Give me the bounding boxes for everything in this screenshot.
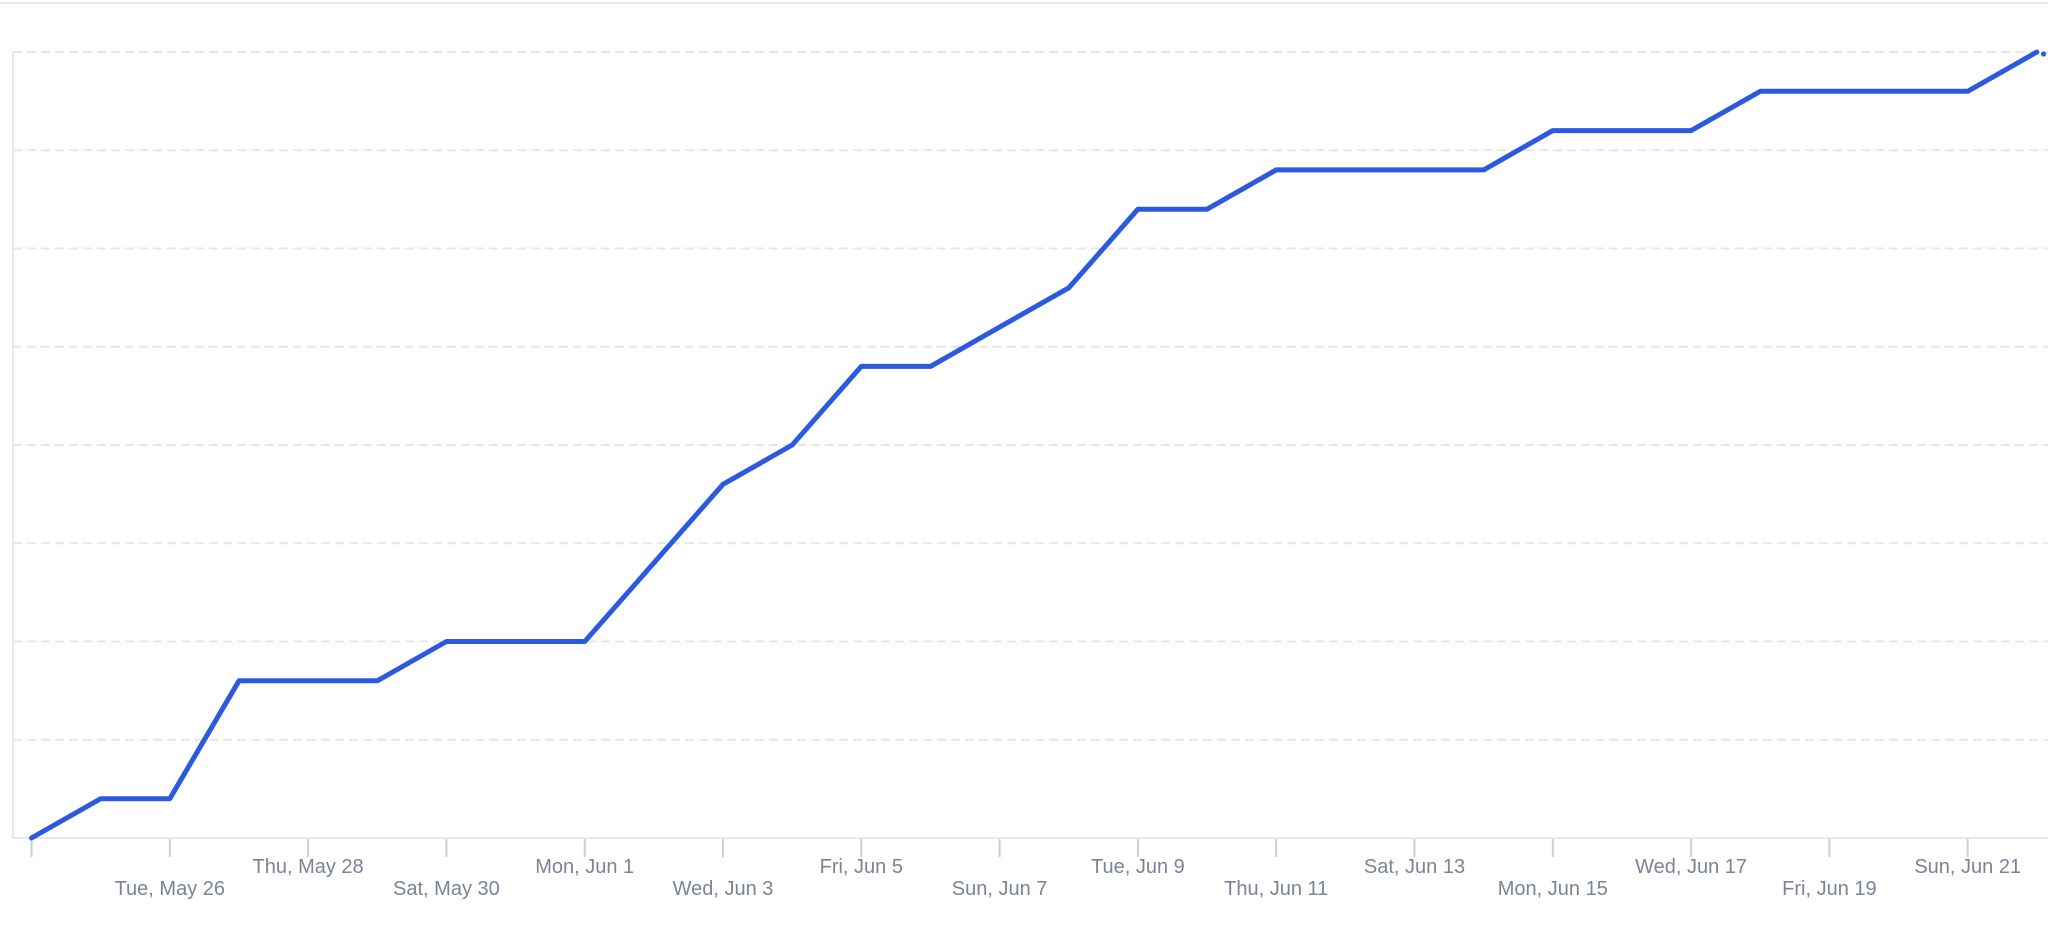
page-top-border — [0, 2, 2048, 4]
trend-line — [29, 49, 2040, 841]
x-tick-label: Thu, Jun 11 — [1224, 878, 1328, 900]
x-tick-label: Wed, Jun 17 — [1635, 856, 1747, 878]
x-tick-label: Sat, Jun 13 — [1364, 856, 1465, 878]
x-tick-label: Mon, Jun 15 — [1498, 878, 1608, 900]
x-tick-label: Sat, May 30 — [393, 878, 500, 900]
x-tick-label: Fri, Jun 5 — [820, 856, 903, 878]
x-tick-label: Mon, Jun 1 — [535, 856, 634, 878]
trend-endpoint-dot — [2040, 51, 2047, 57]
x-tick-label: Thu, May 28 — [253, 856, 364, 878]
x-tick-label: Tue, May 26 — [115, 878, 225, 900]
x-tick-label: Fri, Jun 19 — [1782, 878, 1876, 900]
x-tick-label: Sun, Jun 21 — [1914, 856, 2021, 878]
x-tick-label: Tue, Jun 9 — [1091, 856, 1185, 878]
x-tick-label: Sun, Jun 7 — [952, 878, 1048, 900]
x-tick-label: Wed, Jun 3 — [673, 878, 774, 900]
